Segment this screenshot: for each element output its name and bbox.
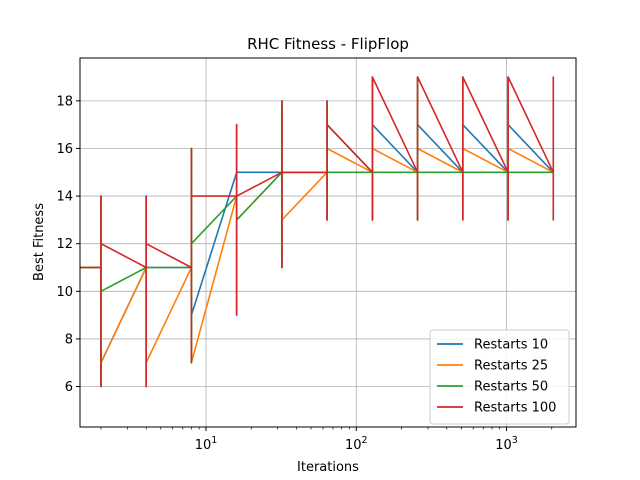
- y-tick-label: 14: [56, 190, 73, 205]
- legend-label: Restarts 50: [474, 380, 548, 395]
- chart-title: RHC Fitness - FlipFlop: [247, 35, 409, 53]
- x-tick-label: 101: [195, 435, 218, 453]
- legend: Restarts 10 Restarts 25 Restarts 50 Restart…: [429, 329, 570, 425]
- y-tick-label: 12: [56, 237, 73, 252]
- legend-label: Restarts 10: [474, 338, 548, 353]
- plot-frame: [79, 57, 577, 428]
- series-line-4: [80, 76, 555, 388]
- legend-label: Restarts 100: [474, 401, 556, 416]
- legend-label: Restarts 25: [474, 359, 548, 374]
- y-tick-label: 18: [56, 94, 73, 109]
- y-axis-label: Best Fitness: [32, 203, 47, 281]
- y-tick-label: 10: [56, 285, 73, 300]
- x-axis: 101 102 103: [100, 427, 553, 453]
- y-axis: 6 8 10 12 14 16 18: [56, 94, 80, 395]
- x-axis-label: Iterations: [297, 460, 359, 475]
- x-tick-label: 102: [345, 435, 368, 453]
- y-tick-label: 6: [65, 380, 73, 395]
- y-tick-label: 16: [56, 142, 73, 157]
- y-tick-label: 8: [65, 332, 73, 347]
- series-layer: [80, 76, 555, 388]
- x-tick-label: 103: [495, 435, 518, 453]
- legend-box: [429, 329, 570, 425]
